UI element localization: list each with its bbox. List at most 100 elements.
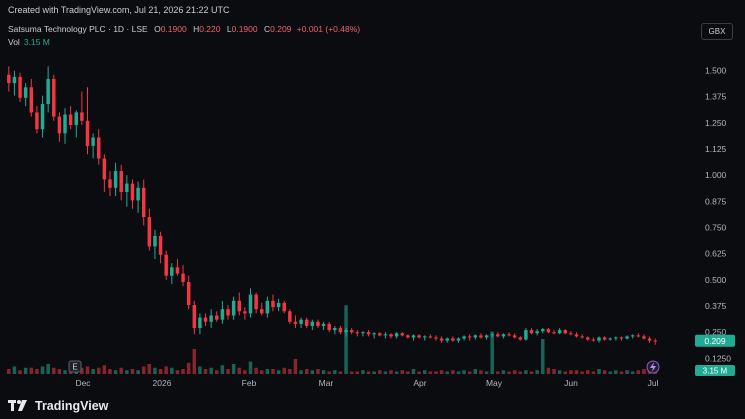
volume-bar (170, 367, 174, 374)
volume-bar (304, 369, 309, 374)
candle-body (389, 334, 393, 337)
candle-body (636, 335, 641, 337)
candle-body (653, 340, 657, 342)
candle-body (529, 330, 534, 334)
volume-bar (321, 370, 326, 374)
volume-bar (125, 370, 129, 374)
volume-bar (299, 370, 303, 374)
candle-body (310, 321, 315, 326)
volume-bar (541, 339, 545, 374)
volume-bar (130, 369, 135, 374)
volume-bar (12, 366, 17, 374)
volume-bar (597, 369, 601, 374)
y-tick-label: 1.250 (705, 118, 727, 128)
volume-bar (181, 369, 185, 374)
volume-bar (473, 369, 478, 374)
candle-body (383, 334, 388, 336)
x-tick-label: 2026 (153, 378, 172, 388)
volume-bar (496, 371, 500, 374)
volume-bar (316, 369, 320, 374)
currency-badge[interactable]: GBX (701, 23, 733, 40)
tradingview-logo[interactable]: TradingView (8, 399, 108, 413)
volume-bar (215, 370, 219, 374)
candle-body (462, 336, 466, 339)
volume-bar (333, 370, 337, 374)
y-tick-label: 1.125 (705, 144, 727, 154)
volume-bar (439, 370, 444, 374)
volume-bar (406, 371, 410, 374)
volume-bar (434, 371, 438, 374)
candle-body (141, 187, 146, 218)
candle-body (158, 235, 163, 255)
candle-body (119, 171, 123, 192)
candle-body (125, 183, 129, 192)
volume-bar (462, 370, 466, 374)
time-axis: Dec 2026 Feb Mar Apr May Jun Jul (75, 378, 658, 388)
volume-bar (164, 366, 168, 374)
candle-body (479, 335, 483, 338)
volume-bar (456, 371, 461, 374)
candle-body (411, 335, 416, 338)
candle-body (316, 321, 320, 326)
volume-bar (265, 369, 270, 374)
candle-body (304, 319, 309, 326)
candle-body (63, 114, 67, 134)
volume-bar (389, 370, 393, 374)
candle-body (428, 336, 433, 338)
candle-body (23, 87, 28, 98)
volume-bar (23, 367, 28, 374)
volume-bar (585, 370, 590, 374)
volume-bar (147, 364, 152, 374)
candle-body (501, 334, 506, 337)
volume-bar (293, 359, 298, 374)
volume-bar (619, 371, 624, 374)
candle-body (563, 330, 568, 334)
volume-bar (608, 371, 612, 374)
y-tick-label: 0.875 (705, 196, 727, 206)
volume-bar (569, 370, 573, 374)
candle-body (597, 337, 601, 341)
candle-body (647, 338, 652, 341)
markers: 0.209 3.15 M E (68, 334, 735, 376)
volume-bar (85, 366, 90, 374)
candle-body (243, 311, 247, 314)
volume-bar (625, 370, 629, 374)
candle-body (434, 337, 438, 339)
volume-bar (248, 361, 253, 374)
candle-body (344, 330, 348, 333)
volume-bar (102, 365, 107, 374)
volume-bar (518, 371, 523, 374)
candle-body (422, 336, 427, 338)
volume-bar (636, 370, 641, 374)
candle-body (96, 137, 101, 159)
candle-body (209, 315, 213, 322)
candle-body (136, 187, 140, 201)
symbol-name[interactable]: Satsuma Technology PLC · 1D · LSE (8, 24, 148, 34)
candle-body (333, 328, 337, 331)
candle-body (186, 281, 191, 306)
candle-body (490, 334, 494, 336)
candle-body (220, 309, 225, 320)
candle-body (46, 78, 50, 105)
candle-body (456, 338, 461, 341)
volume-bar (18, 370, 22, 374)
volume-bar (445, 371, 449, 374)
candle-body (35, 112, 39, 130)
high-label: H (193, 24, 200, 34)
volume-bar (378, 370, 382, 374)
volume-bars (7, 305, 657, 374)
candle-body (181, 273, 185, 282)
candle-body (473, 335, 478, 338)
volume-bar (372, 371, 376, 374)
candle-body (74, 112, 79, 125)
volume-bar (158, 369, 163, 374)
candle-body (400, 333, 405, 336)
y-tick-label: 0.500 (705, 275, 727, 285)
candle-body (113, 171, 118, 188)
candle-body (80, 112, 84, 121)
volume-bar (422, 370, 427, 374)
candle-body (231, 300, 236, 316)
volume-bar (400, 370, 405, 374)
last-volume-badge (695, 365, 735, 376)
